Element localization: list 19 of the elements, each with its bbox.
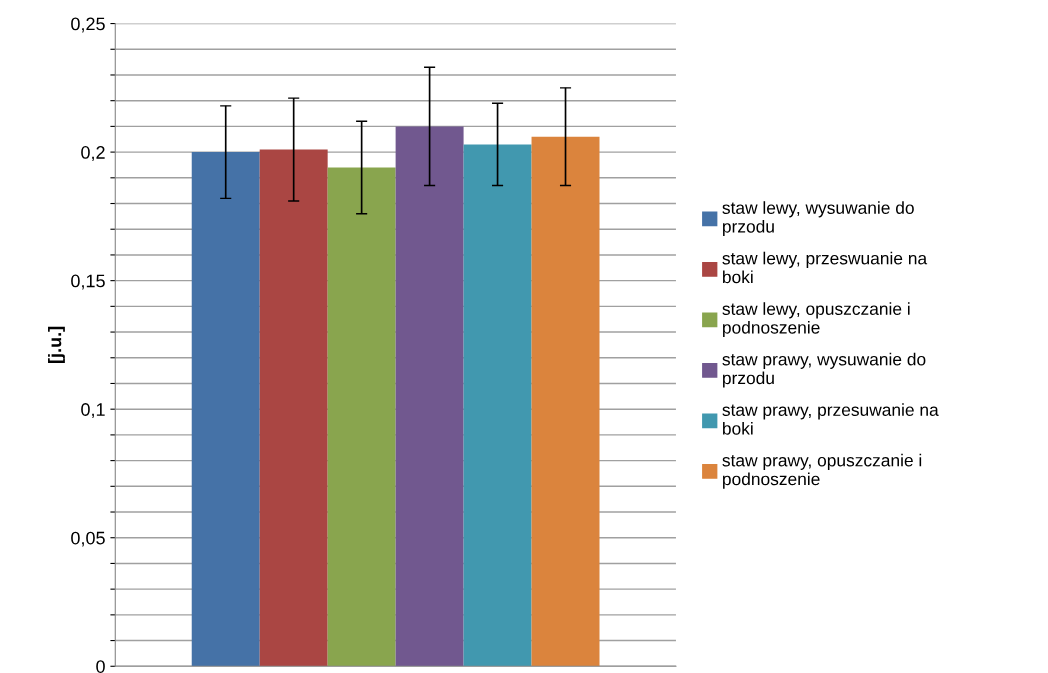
legend-label: staw lewy, przeswuanie na boki [722,251,928,284]
legend-label: staw lewy, wysuwanie do przodu [722,201,914,237]
bar [463,144,532,667]
bar [191,152,260,667]
y-tick-label: 0,25 [71,17,105,33]
y-tick-label: 0 [96,660,105,673]
bar [259,149,328,667]
y-tick-label: 0,15 [71,274,105,290]
y-axis-title: [j.u.] [48,326,65,363]
bar [327,167,396,667]
legend-label: staw prawy, opuszczanie i podnoszenie [722,453,922,489]
y-tick-label: 0,05 [71,531,105,547]
legend-label: staw prawy, przesuwanie na boki [722,403,939,435]
legend-label: staw prawy, wysuwanie do przodu [722,352,926,388]
y-tick-label: 0,1 [81,403,105,419]
legend-label: staw lewy, opuszczanie i podnoszenie [722,302,910,338]
bar [531,136,600,667]
y-tick-label: 0,2 [81,146,105,161]
bar [395,126,464,667]
